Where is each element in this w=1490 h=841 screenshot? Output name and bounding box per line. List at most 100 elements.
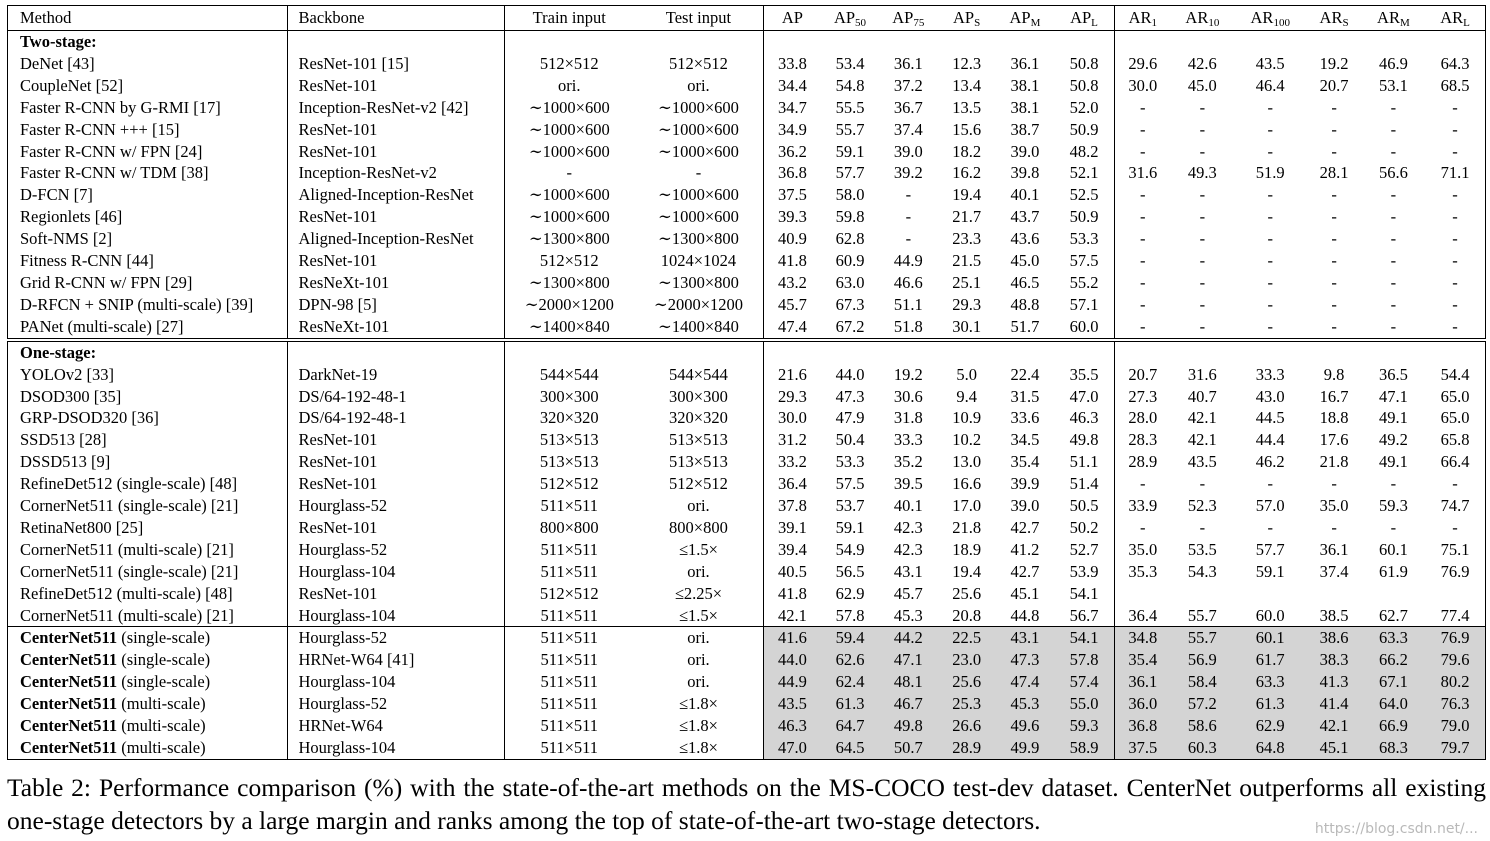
method-name-bold: CenterNet511 bbox=[20, 738, 118, 757]
empty-cell bbox=[820, 29, 880, 53]
metric-value-cell: 62.7 bbox=[1378, 605, 1408, 625]
header-metric: APM bbox=[1009, 8, 1041, 29]
empty-cell bbox=[1054, 337, 1115, 364]
metric-value-cell: 43.0 bbox=[1255, 386, 1285, 406]
metric-value-cell: 53.1 bbox=[1378, 75, 1408, 95]
empty-cell bbox=[1306, 29, 1362, 53]
table-row: CenterNet511 (multi-scale) HRNet-W64 511×5… bbox=[7, 715, 1487, 737]
metric-value-cell: 21.7 bbox=[952, 207, 982, 227]
metric-value-cell: 28.1 bbox=[1319, 163, 1349, 183]
metric-value-cell: 57.7 bbox=[835, 163, 865, 183]
metric-value-cell: 54.1 bbox=[1069, 583, 1099, 603]
metric-value-cell: - bbox=[1267, 316, 1273, 336]
metric-value-cell: 57.0 bbox=[1255, 496, 1285, 516]
metric-value-cell: 13.5 bbox=[952, 97, 982, 117]
empty-cell bbox=[820, 337, 880, 364]
method-cell: CenterNet511 (multi-scale) bbox=[7, 715, 287, 737]
empty-cell bbox=[1054, 29, 1115, 53]
train-input-cell: 511×511 bbox=[503, 560, 634, 583]
metric-value-cell: 25.3 bbox=[937, 693, 996, 716]
metric-value-cell: - bbox=[905, 185, 912, 205]
backbone-cell: ResNet-101 bbox=[286, 74, 505, 97]
metric-value-cell: 57.1 bbox=[1069, 294, 1099, 314]
metric-value-cell: 36.1 bbox=[893, 53, 923, 73]
metric-value-cell: 46.3 bbox=[1069, 408, 1099, 428]
method-cell: CornerNet511 (multi-scale) [21] bbox=[7, 604, 287, 627]
metric-value-cell: 44.4 bbox=[1255, 430, 1285, 450]
table-row: D-RFCN + SNIP (multi-scale) [39] DPN-98 [… bbox=[7, 293, 1487, 316]
test-input-cell: 513×513 bbox=[669, 452, 728, 472]
metric-value-cell: 66.4 bbox=[1425, 451, 1487, 474]
train-input-cell: ∼1400×840 bbox=[503, 315, 634, 340]
metric-value-cell: 27.3 bbox=[1113, 385, 1171, 408]
empty-cell bbox=[503, 29, 634, 53]
metric-value-cell bbox=[1362, 583, 1425, 605]
metric-value-cell: 63.0 bbox=[835, 272, 865, 292]
backbone-cell: ResNet-101 bbox=[286, 473, 505, 496]
metric-value-cell: 52.1 bbox=[1069, 163, 1099, 183]
metric-value-cell: 77.4 bbox=[1425, 604, 1487, 627]
method-cell: Faster R-CNN w/ FPN [24] bbox=[7, 140, 287, 163]
test-input-cell: 1024×1024 bbox=[660, 251, 737, 271]
metric-value-cell: 40.1 bbox=[893, 496, 923, 516]
metric-value-cell: 50.5 bbox=[1069, 496, 1099, 516]
test-input-cell: ∼1000×600 bbox=[658, 207, 739, 227]
train-input-cell: 511×511 bbox=[503, 626, 634, 650]
table-row: Faster R-CNN w/ TDM [38] Inception-ResNet… bbox=[7, 162, 1487, 185]
metric-value-cell: 51.1 bbox=[893, 294, 923, 314]
metric-value-cell: - bbox=[1425, 206, 1487, 229]
metric-value-cell: 35.5 bbox=[1069, 364, 1099, 384]
header-metric-subscript: 1 bbox=[1151, 17, 1158, 29]
metric-value-cell: 13.4 bbox=[952, 75, 982, 95]
metric-value-cell: 60.1 bbox=[1234, 626, 1307, 650]
train-input-cell: ∼1000×600 bbox=[503, 118, 634, 141]
test-input-cell: ≤1.8× bbox=[678, 716, 718, 736]
metric-value-cell: 56.7 bbox=[1069, 605, 1099, 625]
metric-value-cell: 46.3 bbox=[763, 715, 821, 737]
metric-value-cell: 21.6 bbox=[763, 363, 821, 386]
empty-cell bbox=[633, 337, 764, 364]
metric-value-cell: 16.2 bbox=[952, 163, 982, 183]
table-row: DSSD513 [9] ResNet-101 513×513 513×513 33.2 5… bbox=[7, 451, 1487, 474]
metric-value-cell: - bbox=[1267, 119, 1273, 139]
metric-value-cell: 28.9 bbox=[1113, 451, 1171, 474]
metric-value-cell: - bbox=[1199, 316, 1206, 336]
metric-value-cell: 57.5 bbox=[1069, 251, 1099, 271]
metric-value-cell: 28.3 bbox=[1113, 429, 1171, 452]
metric-value-cell: - bbox=[1113, 140, 1171, 163]
metric-value-cell: 79.7 bbox=[1425, 737, 1487, 760]
backbone-cell: Hourglass-104 bbox=[286, 560, 505, 583]
metric-value-cell: 59.1 bbox=[835, 141, 865, 161]
metric-value-cell: 45.7 bbox=[763, 293, 821, 316]
metric-value-cell: 30.0 bbox=[1113, 74, 1171, 97]
metric-value-cell: 31.6 bbox=[1187, 364, 1217, 384]
metric-value-cell: 51.4 bbox=[1069, 474, 1099, 494]
header-metric-subscript: 100 bbox=[1273, 17, 1290, 29]
metric-value-cell: 34.9 bbox=[763, 118, 821, 141]
train-input-cell: - bbox=[503, 162, 634, 185]
metric-value-cell: - bbox=[1331, 207, 1337, 227]
table-row: CoupleNet [52] ResNet-101 ori. ori. 34.4 54.8… bbox=[7, 74, 1487, 97]
metric-value-cell: - bbox=[1390, 517, 1397, 537]
metric-value-cell: 53.5 bbox=[1187, 539, 1217, 559]
train-input-cell: ori. bbox=[503, 74, 634, 97]
metric-value-cell: 37.5 bbox=[763, 184, 821, 207]
method-cell: Faster R-CNN by G-RMI [17] bbox=[7, 96, 287, 119]
metric-value-cell: 36.8 bbox=[1113, 715, 1171, 737]
metric-value-cell: 63.3 bbox=[1361, 626, 1426, 650]
metric-value-cell: 45.7 bbox=[893, 583, 923, 603]
metric-value-cell: 67.2 bbox=[835, 316, 865, 336]
method-cell: RefineDet512 (multi-scale) [48] bbox=[7, 582, 287, 605]
header-row: Method Backbone Train input Test input A… bbox=[7, 5, 1487, 31]
table-row: Faster R-CNN +++ [15] ResNet-101 ∼1000×600… bbox=[7, 118, 1487, 141]
table-row: RefineDet512 (single-scale) [48] ResNet-1… bbox=[7, 473, 1487, 496]
metric-value-cell: 43.6 bbox=[1010, 229, 1040, 249]
metric-value-cell: 57.8 bbox=[835, 605, 865, 625]
metric-value-cell: 33.6 bbox=[1010, 408, 1040, 428]
metric-value-cell: 44.9 bbox=[763, 671, 821, 694]
metric-value-cell: 62.4 bbox=[820, 671, 880, 694]
empty-cell bbox=[879, 29, 938, 53]
header-metric-subscript: 50 bbox=[855, 17, 867, 29]
metric-value-cell: 58.9 bbox=[1054, 737, 1115, 760]
metric-value-cell: 60.3 bbox=[1170, 737, 1235, 760]
